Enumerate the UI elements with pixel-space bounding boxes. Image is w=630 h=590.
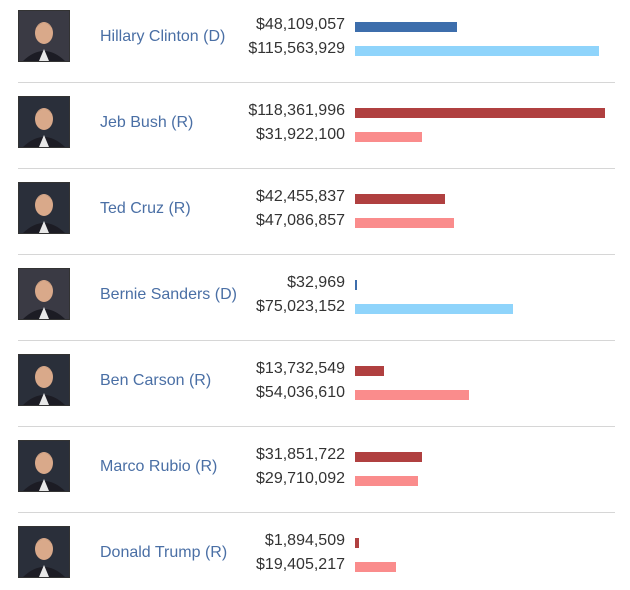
secondary-bar [355, 304, 513, 314]
primary-bar [355, 452, 422, 462]
primary-value-label: $32,969 [287, 274, 345, 291]
primary-value-label: $42,455,837 [256, 188, 345, 205]
secondary-value-label: $54,036,610 [256, 384, 345, 401]
secondary-bar [355, 218, 454, 228]
row-divider [18, 254, 615, 255]
hillary-clinton-portrait-icon [18, 10, 70, 62]
candidate-row: Bernie Sanders (D) $32,969 $75,023,152 [0, 254, 630, 344]
row-divider [18, 340, 615, 341]
secondary-bar [355, 390, 469, 400]
secondary-bar [355, 132, 422, 142]
candidate-name: Ted Cruz (R) [100, 200, 191, 217]
candidate-row: Ted Cruz (R) $42,455,837 $47,086,857 [0, 168, 630, 258]
secondary-bar [355, 562, 396, 572]
ted-cruz-portrait-icon [18, 182, 70, 234]
candidate-name: Donald Trump (R) [100, 544, 228, 561]
secondary-value-label: $47,086,857 [256, 212, 345, 229]
secondary-value-label: $75,023,152 [256, 298, 345, 315]
primary-value-label: $48,109,057 [256, 16, 345, 33]
row-divider [18, 168, 615, 169]
row-divider [18, 426, 615, 427]
bernie-sanders-portrait-icon [18, 268, 70, 320]
donald-trump-portrait-icon [18, 526, 70, 578]
secondary-value-label: $115,563,929 [248, 40, 345, 57]
candidate-name: Hillary Clinton (D) [100, 28, 226, 45]
candidate-name: Marco Rubio (R) [100, 458, 218, 475]
primary-bar [355, 280, 357, 290]
candidate-row: Marco Rubio (R) $31,851,722 $29,710,092 [0, 426, 630, 516]
primary-value-label: $31,851,722 [256, 446, 345, 463]
row-divider [18, 512, 615, 513]
row-divider [18, 82, 615, 83]
candidate-row: Donald Trump (R) $1,894,509 $19,405,217 [0, 512, 630, 590]
secondary-value-label: $19,405,217 [256, 556, 345, 573]
candidate-name: Ben Carson (R) [100, 372, 212, 389]
candidate-row: Ben Carson (R) $13,732,549 $54,036,610 [0, 340, 630, 430]
primary-value-label: $13,732,549 [256, 360, 345, 377]
primary-bar [355, 366, 384, 376]
candidate-name: Jeb Bush (R) [100, 114, 194, 131]
secondary-bar [355, 46, 599, 56]
primary-value-label: $118,361,996 [248, 102, 345, 119]
secondary-value-label: $31,922,100 [256, 126, 345, 143]
primary-bar [355, 108, 605, 118]
primary-bar [355, 194, 445, 204]
primary-bar [355, 538, 359, 548]
jeb-bush-portrait-icon [18, 96, 70, 148]
candidate-row: Jeb Bush (R) $118,361,996 $31,922,100 [0, 82, 630, 172]
primary-bar [355, 22, 457, 32]
marco-rubio-portrait-icon [18, 440, 70, 492]
candidate-row: Hillary Clinton (D) $48,109,057 $115,563,9… [0, 0, 630, 86]
primary-value-label: $1,894,509 [264, 532, 345, 549]
ben-carson-portrait-icon [18, 354, 70, 406]
candidate-name: Bernie Sanders (D) [100, 286, 237, 303]
secondary-bar [355, 476, 418, 486]
secondary-value-label: $29,710,092 [256, 470, 345, 487]
